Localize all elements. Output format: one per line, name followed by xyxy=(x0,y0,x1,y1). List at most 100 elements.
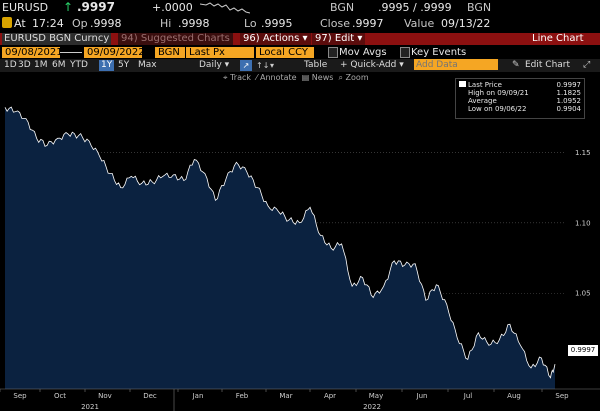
suggested-charts-label: Suggested Charts xyxy=(140,33,230,44)
legend-average-value: 1.0952 xyxy=(556,97,582,105)
track-label: Track xyxy=(230,73,251,82)
chevron-down-icon: ▾ xyxy=(357,33,363,44)
frequency-select[interactable]: Daily ▾ xyxy=(199,60,230,70)
range-button-ytd[interactable]: YTD xyxy=(70,60,88,70)
open-value: .9998 xyxy=(90,17,122,30)
y-tick-label: 1.10 xyxy=(575,219,591,227)
x-tick-label: Oct xyxy=(54,392,66,400)
range-button-1y[interactable]: 1Y xyxy=(99,60,115,71)
chart-type-title: Line Chart xyxy=(532,33,584,44)
settings-icon[interactable]: ✎ xyxy=(512,60,520,70)
annotate-label: Annotate xyxy=(259,73,297,82)
end-date-field[interactable]: 09/09/2022 xyxy=(84,47,145,58)
price-line xyxy=(4,106,556,379)
zoom-label: Zoom xyxy=(345,73,369,82)
high-label: Hi xyxy=(160,17,172,30)
range-toolbar xyxy=(0,59,600,72)
range-button-3d[interactable]: 3D xyxy=(18,60,31,70)
range-button-1d[interactable]: 1D xyxy=(4,60,17,70)
x-tick-label: Sep xyxy=(555,392,569,400)
value-date: 09/13/22 xyxy=(441,17,491,30)
bid-ask: .9995 / .9999 xyxy=(378,1,452,14)
alert-badge-icon[interactable] xyxy=(2,17,12,28)
net-change: +.0000 xyxy=(152,1,193,14)
legend-last-value: 0.9997 xyxy=(556,81,582,89)
quote-row-stats: At 17:24 Op .9998 Hi .9998 Lo .9995 Clos… xyxy=(0,16,600,32)
x-year-label: 2021 xyxy=(81,403,99,411)
quote-time: 17:24 xyxy=(32,17,64,30)
zoom-tool[interactable]: ⌕ Zoom xyxy=(338,73,369,82)
range-button-1m[interactable]: 1M xyxy=(34,60,48,70)
range-button-5y[interactable]: 5Y xyxy=(118,60,130,70)
up-arrow-icon: ↑ xyxy=(63,0,74,14)
source-field[interactable]: BGN xyxy=(155,47,185,58)
legend-high: High on 09/09/21 1.1825 xyxy=(459,89,581,97)
y-tick-label: 1.15 xyxy=(575,149,591,157)
x-tick-label: Jun xyxy=(416,392,428,400)
add-data-input[interactable] xyxy=(414,59,498,70)
close-value: .9997 xyxy=(352,17,384,30)
actions-number: 96) xyxy=(243,33,260,44)
price-chart[interactable]: 1.15 1.10 1.05 Sep Oct Nov Dec Jan Feb Mar Apr May J… xyxy=(0,82,600,411)
bid-ask-source: BGN xyxy=(467,1,492,14)
annotate-tool[interactable]: ⁄ Annotate xyxy=(256,73,297,82)
legend-low-label: Low on 09/06/22 xyxy=(468,105,527,113)
expand-icon[interactable]: ⤢ xyxy=(583,60,591,70)
legend-last-label: Last Price xyxy=(468,81,502,89)
x-tick-label: Nov xyxy=(98,392,112,400)
mov-avgs-label: Mov Avgs xyxy=(339,47,387,58)
news-tool[interactable]: ▤ News xyxy=(301,73,334,82)
frequency-label: Daily xyxy=(199,60,222,70)
compare-icon[interactable]: ↑↓ xyxy=(256,61,270,70)
chevron-down-icon[interactable]: ▾ xyxy=(270,61,275,70)
x-tick-label: Jan xyxy=(192,392,204,400)
x-tick-label: Feb xyxy=(236,392,249,400)
quick-add-button[interactable]: + Quick-Add ▾ xyxy=(340,60,404,70)
legend-swatch xyxy=(459,81,466,87)
low-value: .9995 xyxy=(261,17,293,30)
high-value: .9998 xyxy=(178,17,210,30)
time-label: At xyxy=(14,17,26,30)
start-date-field[interactable]: 09/08/2021 xyxy=(2,47,63,58)
suggested-charts-button[interactable]: 94) Suggested Charts xyxy=(118,33,233,45)
x-tick-label: Jul xyxy=(463,392,473,400)
x-tick-label: Dec xyxy=(143,392,157,400)
last-price: .9997 xyxy=(77,0,115,14)
legend-average-label: Average xyxy=(468,97,497,105)
last-price-marker: 0.9997 xyxy=(568,345,598,356)
key-events-checkbox[interactable] xyxy=(400,47,410,58)
news-label: News xyxy=(311,73,334,82)
date-range-separator xyxy=(60,52,82,64)
ticker: EURUSD xyxy=(2,1,49,14)
quote-row-main: EURUSD ↑ .9997 +.0000 BGN .9995 / .9999 … xyxy=(0,0,600,16)
value-label: Value xyxy=(404,17,435,30)
range-button-6m[interactable]: 6M xyxy=(52,60,66,70)
actions-menu[interactable]: 96) Actions ▾ xyxy=(240,33,311,45)
open-label: Op xyxy=(72,17,88,30)
range-button-max[interactable]: Max xyxy=(138,60,157,70)
x-tick-label: Mar xyxy=(279,392,292,400)
edit-menu[interactable]: 97) Edit ▾ xyxy=(312,33,366,45)
edit-chart-button[interactable]: Edit Chart xyxy=(525,60,571,70)
table-button[interactable]: Table xyxy=(304,60,328,70)
suggested-charts-number: 94) xyxy=(121,33,138,44)
chart-legend: Last Price 0.9997 High on 09/09/21 1.182… xyxy=(455,78,585,119)
key-events-label: Key Events xyxy=(411,47,467,58)
low-label: Lo xyxy=(244,17,257,30)
quick-add-label: + Quick-Add xyxy=(340,60,397,70)
edit-label: Edit xyxy=(334,33,355,44)
chart-line-icon[interactable]: ↗ xyxy=(240,60,252,71)
legend-average: Average 1.0952 xyxy=(459,97,581,105)
legend-last-price: Last Price 0.9997 xyxy=(459,81,581,89)
edit-number: 97) xyxy=(315,33,332,44)
close-label: Close xyxy=(320,17,350,30)
y-tick-label: 1.05 xyxy=(575,290,591,298)
sparkline-icon xyxy=(200,2,250,14)
mov-avgs-checkbox[interactable] xyxy=(328,47,338,58)
security-tab[interactable]: EURUSD BGN Curncy xyxy=(2,33,112,45)
currency-field[interactable]: Local CCY xyxy=(256,47,314,58)
legend-high-label: High on 09/09/21 xyxy=(468,89,529,97)
legend-low: Low on 09/06/22 0.9904 xyxy=(459,105,581,113)
track-tool[interactable]: ⌖ Track xyxy=(223,73,251,82)
price-field[interactable]: Last Px xyxy=(186,47,254,58)
